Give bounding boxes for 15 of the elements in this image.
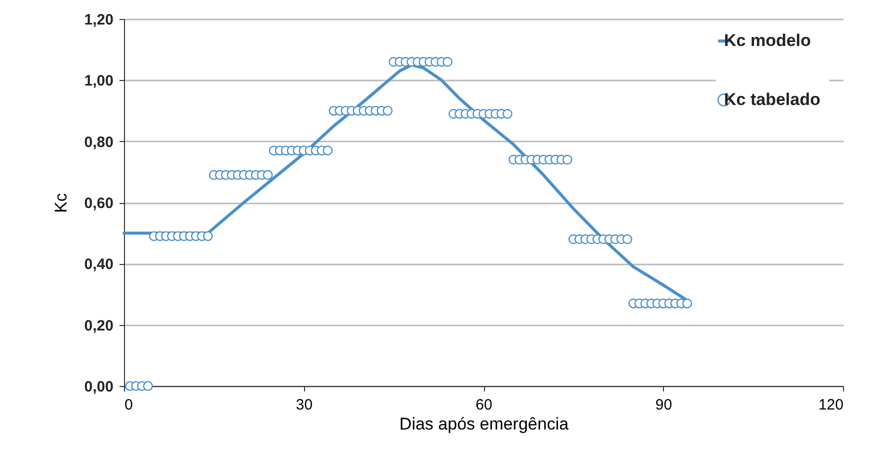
y-tick-label: 0,60: [84, 195, 114, 212]
x-tick-label: 90: [655, 396, 672, 414]
y-tick-label: 0,40: [84, 256, 114, 274]
y-tick-label: 0,20: [84, 317, 114, 334]
y-axis-title: Kc: [51, 192, 70, 213]
x-axis-title: Dias após emergência: [399, 414, 570, 434]
legend-label: Kc modelo: [724, 31, 811, 50]
y-tick-label: 1,20: [84, 12, 114, 28]
x-tick-label: 0: [124, 396, 133, 414]
x-tick-label: 30: [296, 396, 313, 414]
y-tick-label: 0,00: [84, 378, 114, 396]
x-tick-label: 120: [818, 396, 844, 414]
y-tick-label: 1,00: [84, 72, 114, 90]
y-tick-label: 0,80: [84, 134, 114, 151]
x-tick-label: 60: [476, 396, 492, 414]
